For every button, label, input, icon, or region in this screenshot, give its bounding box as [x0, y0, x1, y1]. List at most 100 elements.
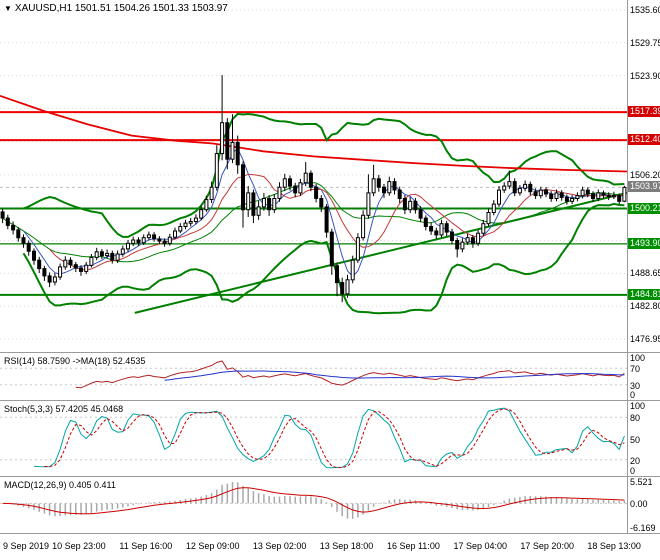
bollinger-middle-band — [2, 181, 625, 263]
candle-body — [288, 178, 292, 187]
candle-body — [58, 266, 63, 278]
rsi-axis-label: 70 — [630, 364, 641, 374]
candle-body — [73, 264, 78, 269]
time-axis[interactable]: 9 Sep 2019 10 Sep 23:00 11 Sep 16:00 12 Sep… — [0, 534, 660, 560]
stochastic-label: Stoch(5,3,3) 57.4205 45.0468 — [4, 404, 124, 414]
candle-body — [402, 198, 407, 211]
candle-body — [517, 187, 522, 194]
candle-body — [413, 200, 418, 211]
candle-body — [105, 252, 110, 257]
candle-body — [173, 230, 177, 238]
macd-axis-label: 0.00 — [630, 499, 648, 509]
candle-body — [465, 237, 470, 243]
candle-body — [366, 192, 371, 216]
candle-body — [455, 240, 460, 250]
pane-divider[interactable] — [0, 352, 660, 353]
stoch-axis-label: 100 — [630, 401, 646, 411]
stoch-axis-label: 20 — [630, 456, 641, 466]
candle-body — [450, 231, 454, 242]
stochastic-pane[interactable] — [0, 401, 627, 476]
candle-body — [267, 198, 272, 211]
candle-body — [580, 189, 585, 197]
candle-body — [554, 192, 559, 199]
candle-body — [617, 195, 622, 202]
candle-body — [491, 203, 496, 214]
macd-canvas — [0, 481, 627, 519]
candle-body — [120, 248, 125, 255]
candle-body — [42, 268, 47, 277]
candle-body — [314, 186, 319, 199]
candle-body — [152, 234, 157, 240]
stoch-axis-label: 0 — [630, 466, 636, 476]
main-chart-canvas — [0, 9, 627, 340]
candle-body — [434, 230, 439, 236]
candle-body — [329, 231, 334, 267]
candle-body — [162, 240, 167, 244]
candle-body — [549, 193, 554, 199]
candle-body — [376, 178, 381, 188]
candle-body — [167, 236, 172, 244]
candle-body — [37, 259, 42, 270]
candle-body — [126, 242, 130, 250]
candle-body — [293, 185, 298, 194]
time-axis-label: 13 Sep 02:00 — [252, 541, 307, 551]
candle-body — [193, 217, 198, 223]
candle-body — [423, 217, 428, 228]
price-badge: 1512.40 — [628, 134, 660, 145]
candles-layer — [0, 75, 627, 303]
rsi-axis-label: 100 — [630, 353, 646, 363]
candle-body — [345, 279, 350, 295]
time-axis-divider — [0, 533, 660, 534]
pane-divider[interactable] — [0, 400, 660, 401]
price-tick-label: 1476.95 — [630, 334, 660, 344]
candle-body — [188, 221, 193, 224]
candle-body — [544, 189, 548, 195]
candle-body — [136, 239, 141, 244]
candle-body — [209, 186, 214, 200]
time-axis-label: 18 Sep 13:00 — [587, 541, 641, 551]
candle-body — [11, 224, 16, 231]
main-chart-pane[interactable] — [0, 0, 627, 352]
time-axis-label: 17 Sep 04:00 — [453, 541, 508, 551]
candle-body — [63, 259, 68, 268]
candle-body — [486, 212, 491, 225]
macd-pane[interactable] — [0, 477, 627, 533]
price-axis[interactable]: 1535.60 1529.75 1523.90 1506.20 1488.65 1482.… — [628, 0, 660, 534]
trendline[interactable] — [134, 191, 627, 314]
candle-body — [277, 186, 282, 199]
candle-body — [47, 275, 52, 283]
candle-body — [622, 186, 627, 202]
candle-body — [559, 192, 564, 198]
stoch-k-line — [33, 407, 625, 469]
stochastic-canvas — [0, 407, 627, 469]
candle-body — [94, 251, 99, 258]
candle-body — [355, 237, 360, 261]
stoch-axis-label: 50 — [630, 435, 641, 445]
candle-body — [335, 265, 339, 284]
candle-body — [596, 192, 601, 199]
candle-body — [115, 253, 120, 261]
candle-body — [131, 239, 136, 244]
candle-body — [251, 192, 256, 216]
macd-axis-label: -6.169 — [630, 523, 656, 533]
candle-body — [575, 195, 580, 199]
candle-body — [214, 153, 219, 188]
candle-body — [528, 183, 533, 193]
rsi-pane[interactable] — [0, 353, 627, 400]
candle-body — [110, 252, 115, 261]
candle-body — [340, 282, 345, 295]
rsi-canvas — [0, 360, 627, 389]
candle-body — [533, 191, 538, 197]
candle-body — [256, 206, 261, 216]
rsi-line — [75, 360, 625, 389]
candle-body — [350, 259, 355, 281]
time-axis-label: 17 Sep 20:00 — [520, 541, 574, 551]
candle-body — [199, 209, 204, 219]
chart-dropdown-icon[interactable]: ▼ — [4, 4, 12, 13]
pane-divider[interactable] — [0, 476, 660, 477]
price-tick-label: 1529.75 — [630, 38, 660, 48]
candle-body — [601, 192, 606, 196]
macd-axis-label: 5.521 — [630, 477, 653, 487]
candle-body — [21, 237, 26, 244]
